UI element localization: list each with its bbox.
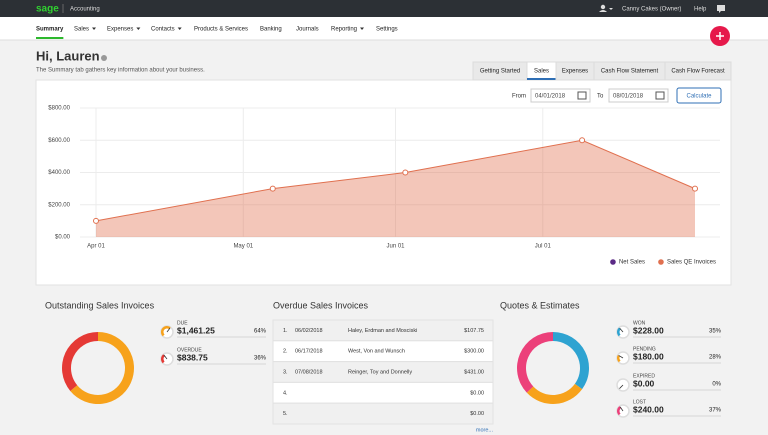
panel-title: Outstanding Sales Invoices <box>45 300 155 310</box>
nav-item[interactable]: Products & Services <box>194 27 248 33</box>
table-row <box>273 382 493 403</box>
logo[interactable]: sage <box>36 4 59 15</box>
nav-item[interactable]: Reporting <box>331 27 357 33</box>
from-date[interactable]: 04/01/2018 <box>535 94 566 100</box>
item-amount: $240.00 <box>633 404 664 414</box>
legend-dot <box>610 259 616 265</box>
greeting-subtitle: The Summary tab gathers key information … <box>36 68 205 74</box>
item-percent: 37% <box>709 408 722 414</box>
tab-label[interactable]: Cash Flow Statement <box>601 69 659 75</box>
item-percent: 35% <box>709 329 722 335</box>
more-link[interactable]: more... <box>476 427 494 433</box>
table-row <box>273 403 493 424</box>
x-tick-label: Jul 01 <box>535 244 552 250</box>
item-amount: $1,461.25 <box>177 325 215 335</box>
help-link[interactable]: Help <box>694 7 707 13</box>
nav-item[interactable]: Settings <box>376 27 398 33</box>
row-number: 2. <box>283 349 288 355</box>
to-label: To <box>597 94 604 100</box>
panel-title: Quotes & Estimates <box>500 300 580 310</box>
row-customer[interactable]: West, Von and Wunsch <box>348 349 405 355</box>
tab-label[interactable]: Getting Started <box>480 69 520 75</box>
add-button[interactable] <box>710 26 730 46</box>
nav-item[interactable]: Summary <box>36 27 64 33</box>
data-point[interactable] <box>94 218 99 223</box>
row-number: 5. <box>283 411 288 417</box>
data-point[interactable] <box>580 138 585 143</box>
legend-label: Sales QE Invoices <box>667 260 716 266</box>
tab-label[interactable]: Sales <box>534 69 549 75</box>
row-number: 1. <box>283 328 288 334</box>
x-tick-label: Apr 01 <box>87 244 105 250</box>
panel-title: Overdue Sales Invoices <box>273 300 369 310</box>
data-point[interactable] <box>403 170 408 175</box>
row-amount: $431.00 <box>464 369 484 375</box>
item-percent: 0% <box>712 382 721 388</box>
item-amount: $0.00 <box>633 378 655 388</box>
calculate-label[interactable]: Calculate <box>686 94 712 100</box>
legend-label: Net Sales <box>619 260 645 266</box>
item-amount: $180.00 <box>633 351 664 361</box>
row-amount: $300.00 <box>464 349 484 355</box>
row-number: 3. <box>283 369 288 375</box>
item-percent: 28% <box>709 355 722 361</box>
x-tick-label: Jun 01 <box>386 244 405 250</box>
item-amount: $838.75 <box>177 352 208 362</box>
row-customer[interactable]: Haley, Erdman and Mosciski <box>348 328 417 334</box>
y-tick-label: $600.00 <box>48 138 70 144</box>
nav-item[interactable]: Sales <box>74 27 89 33</box>
row-date: 07/08/2018 <box>295 369 323 375</box>
to-date[interactable]: 08/01/2018 <box>613 94 644 100</box>
x-tick-label: May 01 <box>233 244 253 250</box>
row-customer[interactable]: Reinger, Toy and Donnelly <box>348 369 412 375</box>
item-percent: 64% <box>254 329 267 335</box>
nav-item[interactable]: Banking <box>260 27 282 33</box>
nav-item[interactable]: Contacts <box>151 27 175 33</box>
tab-label[interactable]: Expenses <box>562 69 588 75</box>
user-name[interactable]: Canny Cakes (Owner) <box>622 7 681 13</box>
row-number: 4. <box>283 390 288 396</box>
greeting-title: Hi, Lauren <box>36 48 100 63</box>
active-underline <box>36 37 63 39</box>
row-date: 06/02/2018 <box>295 328 323 334</box>
row-amount: $107.75 <box>464 328 484 334</box>
y-tick-label: $200.00 <box>48 202 70 208</box>
legend-dot <box>658 259 664 265</box>
data-point[interactable] <box>693 186 698 191</box>
row-amount: $0.00 <box>470 411 484 417</box>
y-tick-label: $800.00 <box>48 106 70 112</box>
y-tick-label: $400.00 <box>48 170 70 176</box>
from-label: From <box>512 94 526 100</box>
tab-label[interactable]: Cash Flow Forecast <box>671 69 725 75</box>
help-icon[interactable] <box>101 55 107 61</box>
nav-item[interactable]: Expenses <box>107 27 133 33</box>
nav-item[interactable]: Journals <box>296 27 319 33</box>
row-date: 06/17/2018 <box>295 349 323 355</box>
app-name: Accounting <box>70 7 100 13</box>
item-percent: 36% <box>254 356 267 362</box>
item-amount: $228.00 <box>633 325 664 335</box>
y-tick-label: $0.00 <box>55 235 71 241</box>
data-point[interactable] <box>270 186 275 191</box>
tab-active <box>527 78 556 80</box>
row-amount: $0.00 <box>470 390 484 396</box>
